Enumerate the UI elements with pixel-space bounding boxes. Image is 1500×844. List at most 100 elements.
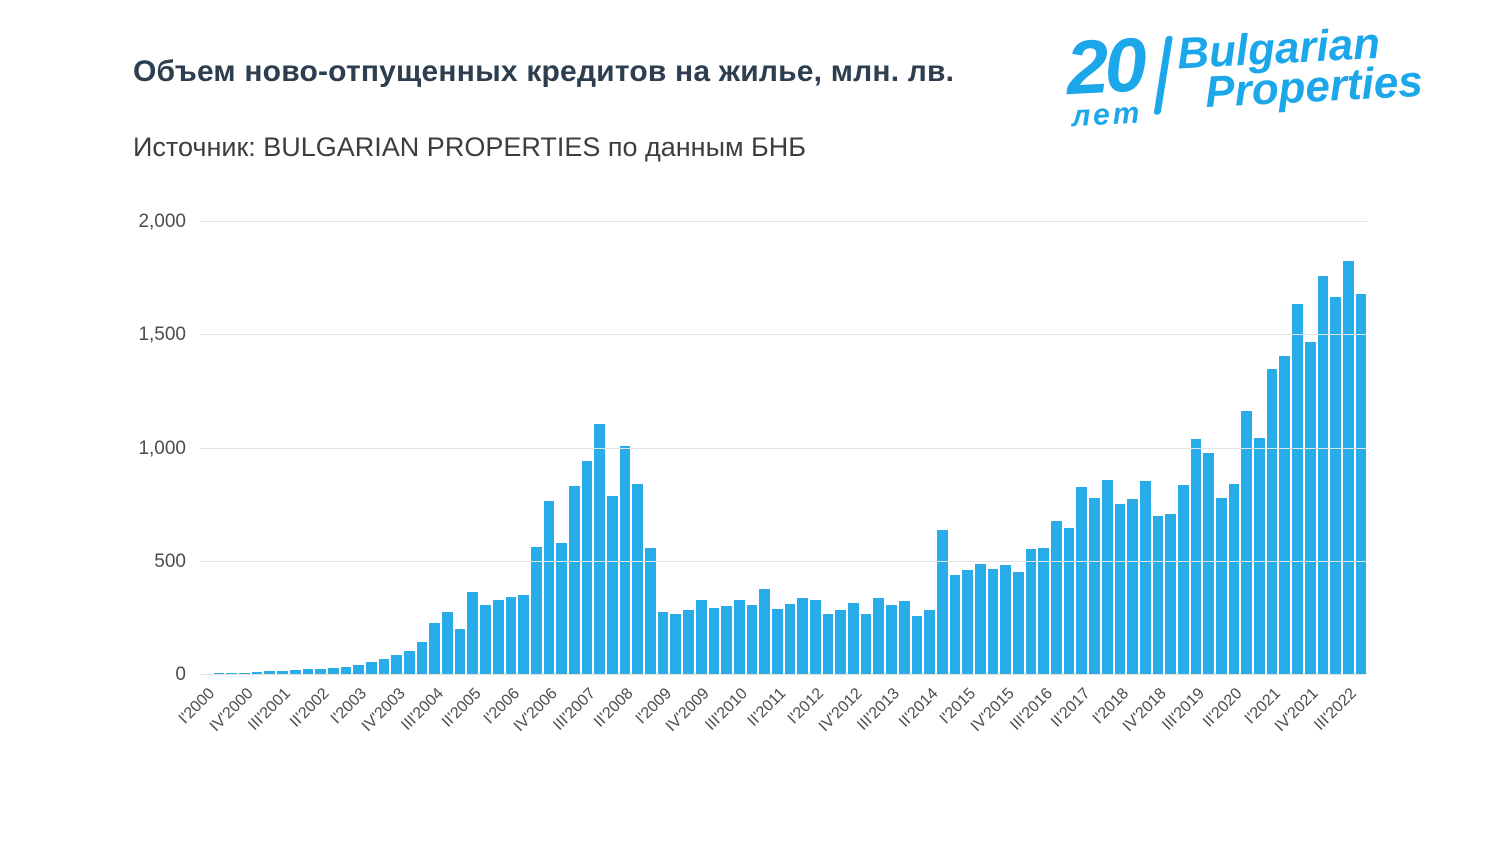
logo-slash-icon [1152, 35, 1173, 115]
bar-I'2021 [1266, 369, 1278, 675]
bar-III'2010 [733, 600, 745, 675]
x-axis-tick-label: II'2020 [1200, 685, 1246, 731]
bar-I'2010 [708, 608, 720, 675]
bar-II'2018 [1127, 499, 1138, 675]
bar-II'2013 [873, 598, 885, 675]
bar-IV'2003 [391, 654, 402, 675]
bar-II'2009 [670, 613, 682, 675]
bar-IV'2022 [1355, 294, 1367, 675]
y-axis-tick-label: 1,500 [138, 324, 186, 346]
x-axis-tick-label: III'2022 [1311, 685, 1361, 734]
x-axis-tick-label: II'2011 [744, 685, 790, 730]
bar-II'2019 [1177, 484, 1189, 675]
bar-I'2011 [759, 588, 770, 675]
logo-brand-name: Bulgarian Properties [1176, 19, 1424, 117]
logo-20-years: 20 лет [1064, 22, 1146, 134]
y-axis-tick-label: 0 [175, 664, 186, 685]
bar-I'2001 [251, 672, 263, 675]
bar-I'2002 [302, 669, 314, 675]
bars [200, 222, 1367, 675]
bar-IV'2008 [645, 548, 656, 675]
bar-I'2018 [1114, 504, 1126, 675]
bar-IV'2004 [442, 611, 453, 675]
bar-III'2005 [480, 604, 491, 675]
bar-III'2016 [1038, 548, 1050, 675]
bar-II'2017 [1076, 487, 1088, 675]
bar-IV'2000 [239, 672, 250, 675]
page-title: Объем ново-отпущенных кредитов на жилье,… [133, 55, 955, 88]
bar-IV'2010 [746, 604, 758, 675]
bar-III'2001 [277, 670, 288, 675]
bar-I'2006 [505, 596, 517, 675]
x-axis-tick-label: II'2017 [1047, 685, 1094, 731]
bar-II'2011 [771, 609, 783, 675]
bar-I'2009 [657, 611, 669, 675]
bar-III'2007 [581, 460, 593, 675]
x-axis-tick-label: II'2002 [286, 685, 333, 731]
bar-II'2022 [1330, 296, 1341, 675]
y-axis-tick-label: 500 [154, 550, 186, 572]
bar-IV'2017 [1101, 480, 1113, 675]
x-axis-tick-label: II'2014 [895, 685, 942, 731]
bar-IV'2012 [848, 602, 859, 675]
bar-III'2003 [378, 658, 390, 675]
bar-III'2020 [1241, 411, 1253, 675]
bar-I'2014 [911, 616, 923, 675]
bar-IV'2015 [1000, 565, 1011, 675]
bar-IV'2020 [1254, 438, 1265, 675]
gridline [200, 560, 1367, 562]
x-axis-tick-label: II'2005 [439, 685, 485, 731]
bar-II'2008 [619, 446, 631, 675]
logo-brand-line2: Properties [1203, 56, 1424, 117]
bar-IV'2014 [949, 575, 961, 675]
bar-II'2002 [315, 668, 326, 675]
bar-III'2002 [327, 667, 339, 675]
bar-III'2008 [632, 483, 644, 675]
bar-IV'2013 [898, 601, 910, 675]
bar-II'2014 [924, 610, 935, 675]
bar-I'2013 [860, 613, 872, 675]
bar-I'2016 [1013, 571, 1024, 675]
bar-I'2004 [404, 651, 415, 675]
bar-I'2022 [1317, 276, 1329, 675]
x-axis-tick-label: III'2007 [550, 685, 599, 734]
bar-I'2008 [607, 496, 618, 675]
bar-III'2022 [1342, 260, 1354, 675]
bar-III'2000 [226, 672, 238, 675]
bar-II'2003 [365, 661, 377, 675]
y-axis-tick-label: 1,000 [138, 437, 186, 459]
bar-IV'2019 [1203, 453, 1214, 675]
bar-III'2011 [784, 603, 796, 675]
bar-II'2005 [467, 592, 479, 675]
bar-III'2004 [429, 622, 441, 675]
gridline [200, 334, 1367, 336]
bar-I'2019 [1165, 514, 1176, 675]
bar-III'2013 [886, 604, 897, 675]
bar-III'2006 [530, 547, 542, 675]
bar-II'2010 [721, 605, 732, 675]
gridline [200, 447, 1367, 449]
bar-I'2012 [810, 600, 821, 675]
source-label: Источник: BULGARIAN PROPERTIES по данным… [133, 132, 806, 162]
bar-II'2006 [518, 594, 529, 675]
x-axis-tick-label: III'2010 [702, 685, 752, 734]
gridline [200, 221, 1367, 222]
bar-IV'2002 [340, 666, 352, 675]
bar-I'2020 [1216, 498, 1227, 675]
bar-III'2015 [987, 568, 999, 675]
bar-I'2005 [454, 628, 466, 675]
bar-II'2001 [264, 671, 276, 675]
bulgarian-properties-logo: 20 лет Bulgarian Properties [1064, 19, 1425, 135]
bar-IV'2016 [1051, 520, 1062, 675]
bar-III'2019 [1190, 439, 1202, 675]
logo-years-word: лет [1070, 96, 1143, 134]
bar-IV'2018 [1152, 516, 1164, 675]
bar-I'2003 [353, 664, 364, 675]
bar-I'2007 [556, 542, 567, 675]
bar-III'2021 [1292, 303, 1303, 675]
bar-IV'2007 [594, 423, 605, 675]
bar-IV'2001 [289, 670, 301, 675]
bar-IV'2009 [695, 600, 707, 675]
bar-III'2012 [835, 610, 847, 675]
bar-II'2012 [822, 613, 834, 675]
